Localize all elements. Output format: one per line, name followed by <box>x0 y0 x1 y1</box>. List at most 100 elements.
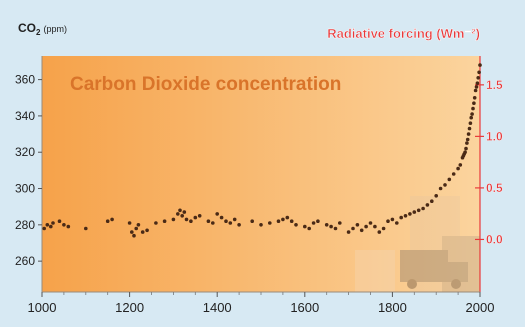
data-point <box>368 221 373 225</box>
data-point <box>476 76 481 80</box>
data-point <box>180 214 184 218</box>
y2-tick-label: 0.5 <box>486 181 503 195</box>
data-point <box>134 226 138 231</box>
data-point <box>351 226 355 231</box>
data-point <box>145 228 149 233</box>
data-point <box>237 223 241 227</box>
data-point <box>84 226 88 231</box>
data-point <box>219 215 224 220</box>
data-point <box>355 223 360 227</box>
data-point <box>333 226 338 231</box>
data-point <box>359 228 364 233</box>
data-point <box>303 224 307 229</box>
data-point <box>62 223 66 227</box>
data-point <box>472 101 476 105</box>
data-point <box>458 163 463 167</box>
y-axis-label-unit: (ppm) <box>43 24 67 34</box>
y-tick-label: 280 <box>15 218 35 232</box>
y2-tick-label: 1.5 <box>486 78 503 92</box>
data-point <box>211 221 215 225</box>
data-point <box>140 230 145 234</box>
data-point <box>412 210 417 214</box>
data-point <box>447 177 452 182</box>
data-point <box>281 217 285 222</box>
data-point <box>338 221 342 225</box>
chart-title: Carbon Dioxide concentration <box>70 74 341 95</box>
x-tick-label: 2000 <box>466 300 495 315</box>
data-point <box>105 219 110 223</box>
data-point <box>465 141 469 145</box>
data-point <box>477 70 481 75</box>
y2-axis-label: Radiative forcing (Wm⁻²) <box>327 26 480 41</box>
data-point <box>421 206 425 211</box>
data-points <box>42 63 482 238</box>
y-tick-label: 260 <box>15 254 35 268</box>
data-point <box>215 212 219 216</box>
data-point <box>294 223 298 227</box>
data-point <box>250 219 254 223</box>
x-tick-label: 1600 <box>290 300 319 315</box>
x-tick-label: 1800 <box>378 300 407 315</box>
data-point <box>57 219 62 223</box>
data-point <box>189 219 193 223</box>
x-axis-ticks: 1000 1200 1400 1600 1800 2000 <box>28 292 495 315</box>
data-point <box>381 226 386 231</box>
data-point <box>42 226 46 231</box>
data-point <box>285 215 290 220</box>
data-point <box>466 132 471 136</box>
data-point <box>49 224 53 229</box>
data-point <box>464 146 468 151</box>
data-point <box>193 215 198 220</box>
y-tick-label: 360 <box>15 73 35 87</box>
data-point <box>329 224 333 229</box>
data-point <box>228 221 233 225</box>
data-point <box>456 166 460 171</box>
plot-area <box>42 56 480 292</box>
data-point <box>171 217 176 222</box>
data-point <box>154 221 158 225</box>
data-point <box>307 226 312 231</box>
data-point <box>434 194 439 198</box>
data-point <box>474 85 479 89</box>
data-point <box>475 81 480 85</box>
data-point <box>51 221 55 225</box>
data-point <box>451 172 456 176</box>
data-point <box>471 106 475 111</box>
data-point <box>390 217 395 222</box>
data-point <box>178 208 182 213</box>
data-point <box>268 221 272 225</box>
y2-axis-ticks: 0.0 0.5 1.0 1.5 <box>475 78 503 247</box>
data-point <box>176 212 180 216</box>
data-point <box>66 224 71 229</box>
data-point <box>311 221 316 225</box>
x-tick-label: 1000 <box>28 300 57 315</box>
data-point <box>463 150 467 154</box>
data-point <box>468 121 473 125</box>
data-point <box>472 96 477 100</box>
data-point <box>132 233 136 238</box>
y2-tick-label: 0.0 <box>486 232 503 246</box>
data-point <box>443 183 447 187</box>
y-axis-label-sub: 2 <box>36 28 41 37</box>
y-tick-label: 340 <box>15 109 35 123</box>
data-point <box>184 217 189 222</box>
data-point <box>206 219 211 223</box>
data-point <box>316 219 320 223</box>
x-tick-label: 1400 <box>203 300 232 315</box>
data-point <box>430 199 434 203</box>
data-point <box>373 224 377 229</box>
data-point <box>45 223 50 227</box>
data-point <box>224 219 228 223</box>
data-point <box>403 214 408 218</box>
y2-tick-label: 1.0 <box>486 129 503 143</box>
data-point <box>324 223 329 227</box>
data-point <box>289 219 294 223</box>
data-point <box>162 219 167 223</box>
data-point <box>259 223 263 227</box>
data-point <box>438 186 443 191</box>
y-axis-label: CO2 (ppm) <box>18 21 67 37</box>
y-axis-ticks: 260 280 300 320 340 360 <box>15 73 42 268</box>
data-point <box>469 115 474 120</box>
data-point <box>182 210 187 214</box>
